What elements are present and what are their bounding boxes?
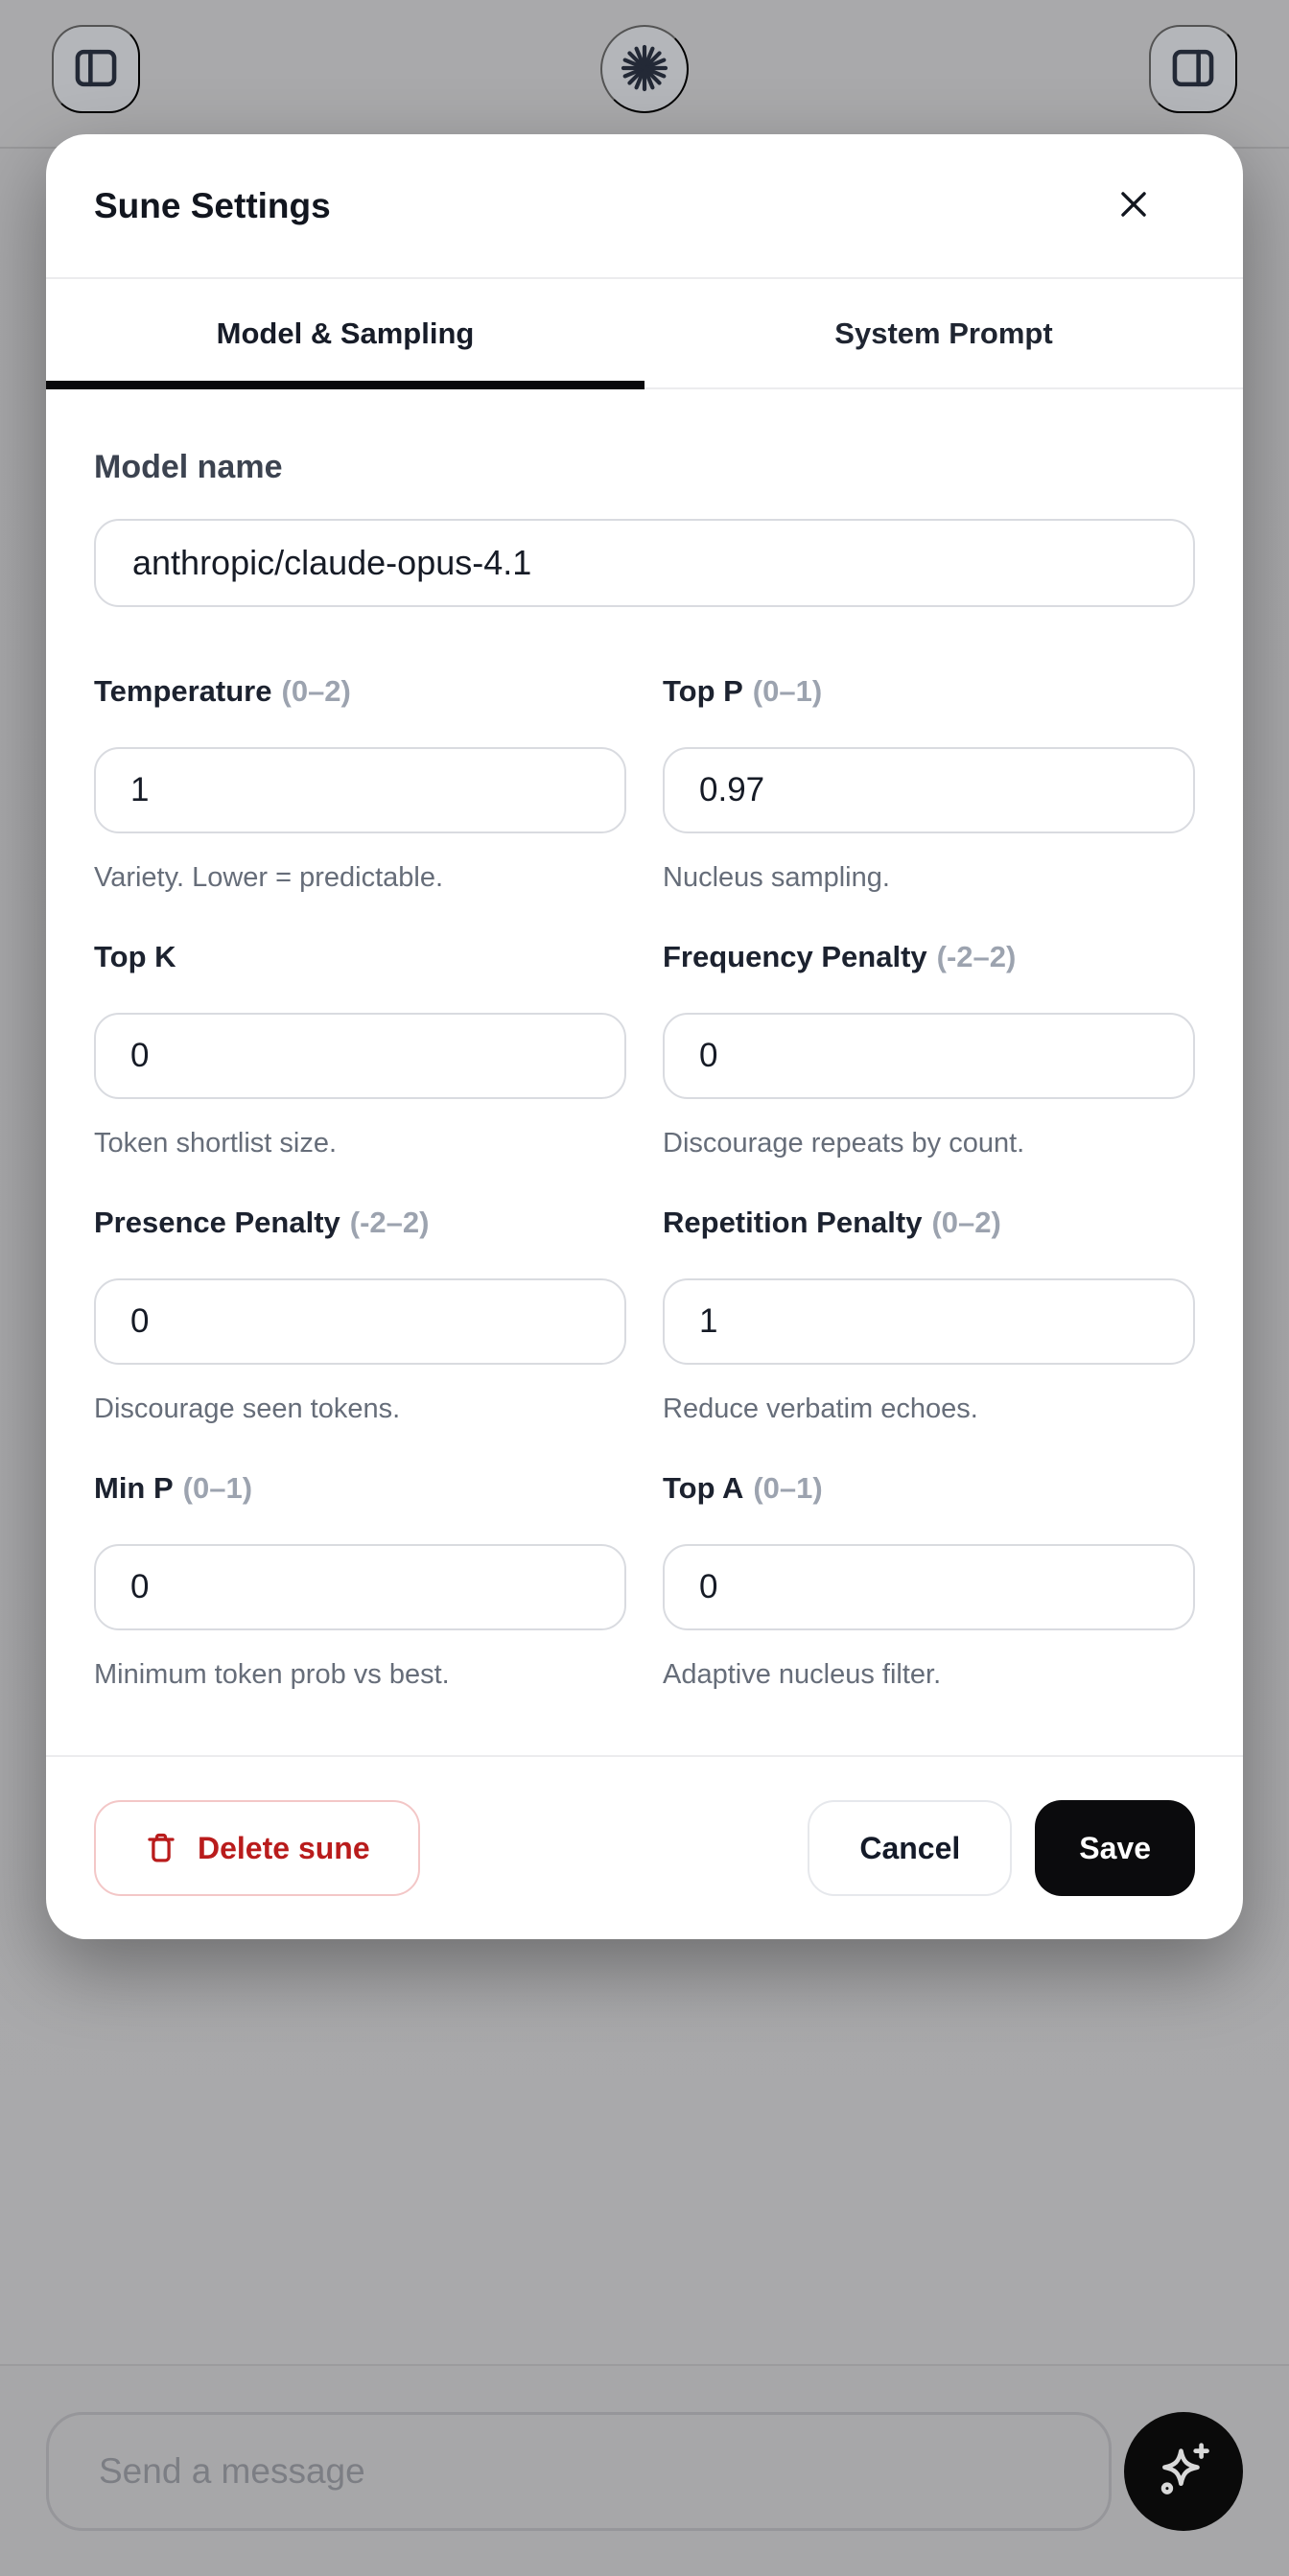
trash-icon — [144, 1831, 178, 1865]
field-min-p: Min P(0–1) Minimum token prob vs best. — [94, 1471, 626, 1691]
field-label: Frequency Penalty (-2–2) — [663, 940, 1017, 973]
field-top-a: Top A(0–1) Adaptive nucleus filter. — [663, 1471, 1195, 1691]
field-help-text: Discourage repeats by count. — [663, 1128, 1025, 1159]
top-a-input[interactable] — [663, 1544, 1195, 1630]
field-presence-penalty: Presence Penalty(-2–2) Discourage seen t… — [94, 1206, 626, 1425]
field-label: Top P (0–1) — [663, 674, 823, 708]
field-label: Presence Penalty (-2–2) — [94, 1206, 430, 1239]
tab-system-prompt[interactable]: System Prompt — [644, 279, 1243, 387]
cancel-button[interactable]: Cancel — [808, 1800, 1013, 1896]
dialog-body: Model name Temperature(0–2) Variety. Low… — [46, 389, 1243, 1755]
close-button[interactable] — [1111, 183, 1157, 229]
top-k-input[interactable] — [94, 1013, 626, 1099]
starburst-icon — [619, 42, 670, 97]
send-message-input[interactable] — [46, 2411, 1112, 2531]
field-range: (0–2) — [931, 1206, 1001, 1239]
dialog-title: Sune Settings — [94, 185, 331, 225]
presence-penalty-input[interactable] — [94, 1278, 626, 1365]
dialog-header: Sune Settings — [46, 134, 1243, 279]
field-help-text: Variety. Lower = predictable. — [94, 862, 444, 893]
field-help-text: Reduce verbatim echoes. — [663, 1393, 978, 1424]
panel-right-icon — [1168, 43, 1218, 96]
dialog-tabs: Model & Sampling System Prompt — [46, 279, 1243, 389]
sune-settings-dialog: Sune Settings Model & Sampling System Pr… — [46, 134, 1243, 1939]
tab-model-sampling[interactable]: Model & Sampling — [46, 279, 644, 387]
field-range: (0–1) — [752, 674, 823, 708]
field-top-k: Top K Token shortlist size. — [94, 940, 626, 1159]
field-label: Top A (0–1) — [663, 1471, 823, 1505]
field-help-text: Discourage seen tokens. — [94, 1393, 401, 1424]
model-name-input[interactable] — [94, 519, 1195, 607]
dialog-footer: Delete sune Cancel Save — [46, 1755, 1243, 1939]
sampling-fields-grid: Temperature(0–2) Variety. Lower = predic… — [94, 674, 1195, 1691]
field-range: (0–1) — [182, 1471, 253, 1505]
field-help-text: Adaptive nucleus filter. — [663, 1659, 942, 1690]
temperature-input[interactable] — [94, 747, 626, 833]
close-icon — [1115, 186, 1152, 225]
field-help-text: Minimum token prob vs best. — [94, 1659, 450, 1690]
repetition-penalty-input[interactable] — [663, 1278, 1195, 1365]
field-label: Temperature (0–2) — [94, 674, 351, 708]
app-logo-button[interactable] — [600, 25, 689, 113]
field-label: Min P (0–1) — [94, 1471, 253, 1505]
active-tab-underline — [46, 381, 644, 389]
field-repetition-penalty: Repetition Penalty(0–2) Reduce verbatim … — [663, 1206, 1195, 1425]
field-label: Repetition Penalty (0–2) — [663, 1206, 1001, 1239]
sidebar-toggle-button[interactable] — [52, 25, 140, 113]
top-bar — [0, 0, 1289, 149]
model-name-label: Model name — [94, 449, 283, 485]
min-p-input[interactable] — [94, 1544, 626, 1630]
panel-left-icon — [71, 43, 121, 96]
field-frequency-penalty: Frequency Penalty(-2–2) Discourage repea… — [663, 940, 1195, 1159]
send-button[interactable] — [1124, 2411, 1243, 2531]
sparkles-icon — [1154, 2440, 1213, 2502]
frequency-penalty-input[interactable] — [663, 1013, 1195, 1099]
delete-sune-label: Delete sune — [198, 1830, 370, 1865]
field-top-p: Top P(0–1) Nucleus sampling. — [663, 674, 1195, 894]
save-button[interactable]: Save — [1035, 1800, 1195, 1896]
field-range: (0–1) — [753, 1471, 823, 1505]
message-composer — [0, 2364, 1289, 2576]
field-help-text: Token shortlist size. — [94, 1128, 338, 1159]
field-temperature: Temperature(0–2) Variety. Lower = predic… — [94, 674, 626, 894]
field-range: (-2–2) — [349, 1206, 430, 1239]
field-range: (-2–2) — [936, 940, 1017, 973]
delete-sune-button[interactable]: Delete sune — [94, 1800, 420, 1896]
field-label: Top K — [94, 940, 176, 973]
right-panel-toggle-button[interactable] — [1149, 25, 1237, 113]
field-help-text: Nucleus sampling. — [663, 862, 890, 893]
field-range: (0–2) — [281, 674, 351, 708]
top-p-input[interactable] — [663, 747, 1195, 833]
